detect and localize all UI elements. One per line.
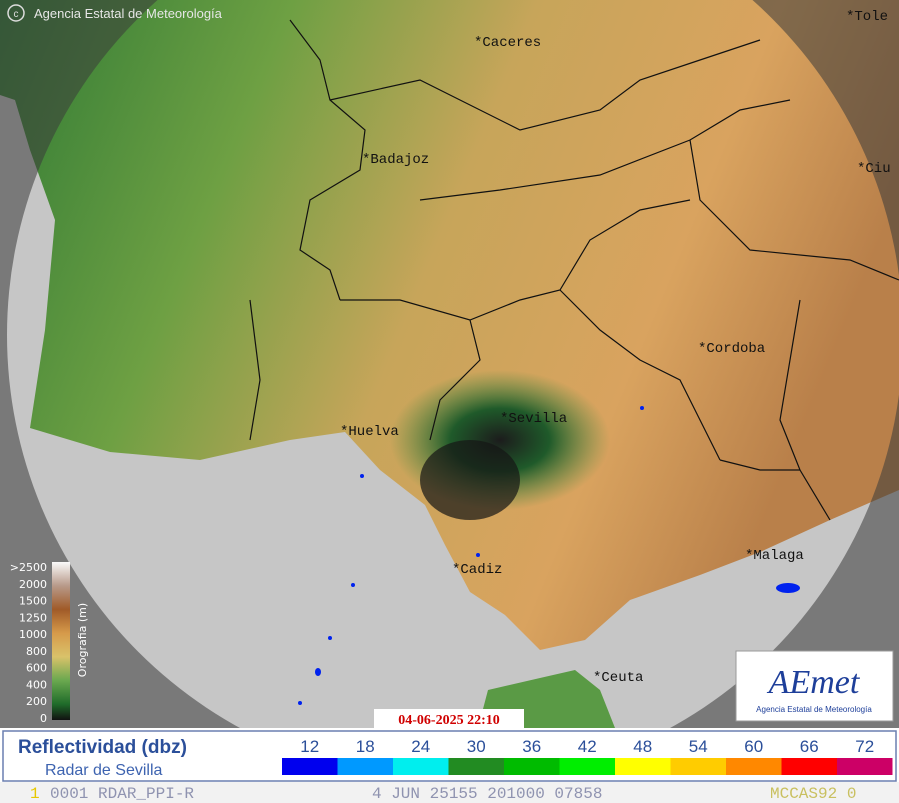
legend-swatch — [837, 758, 893, 775]
legend-swatch — [448, 758, 504, 775]
city-label: *Huelva — [340, 424, 399, 440]
legend-subtitle: Radar de Sevilla — [45, 762, 163, 779]
city-label: *Sevilla — [500, 411, 567, 427]
legend-level: 12 — [300, 737, 319, 756]
city-label: *Tole — [846, 9, 888, 25]
footer-item: MCCAS92 0 — [770, 785, 856, 803]
orography-level: 1000 — [19, 628, 47, 641]
legend-level: 48 — [633, 737, 652, 756]
city-label: *Ciu — [857, 161, 891, 177]
orography-level: 600 — [26, 662, 47, 675]
orography-level: 2000 — [19, 578, 47, 591]
legend-swatch — [337, 758, 393, 775]
copyright-icon — [7, 4, 25, 22]
city-label: *Badajoz — [362, 152, 429, 168]
city-label: *Cordoba — [698, 341, 765, 357]
orography-level: 400 — [26, 678, 47, 691]
legend-level: 36 — [522, 737, 541, 756]
orography-title: Orografia (m) — [76, 603, 89, 677]
orography-bar — [52, 562, 70, 720]
legend-level: 60 — [744, 737, 763, 756]
city-label: *Cadiz — [452, 562, 502, 578]
orography-level: 1250 — [19, 611, 47, 624]
legend-level: 30 — [467, 737, 486, 756]
footer-item: 0001 RDAR_PPI-R — [50, 785, 194, 803]
orography-level: 800 — [26, 645, 47, 658]
legend-title: Reflectividad (dbz) — [18, 737, 187, 758]
city-label: *Caceres — [474, 35, 541, 51]
logo-box — [735, 650, 894, 722]
radar-echoes — [298, 406, 800, 705]
borders — [249, 19, 899, 521]
legend-swatch — [393, 758, 449, 775]
orography-level: >2500 — [10, 561, 47, 574]
copyright-c: c — [14, 9, 19, 20]
footer-item: 1 — [30, 785, 40, 803]
legend-level: 66 — [800, 737, 819, 756]
orography-level: 1500 — [19, 595, 47, 608]
city-label: *Malaga — [745, 548, 804, 564]
marsh — [420, 440, 520, 520]
agency-header: Agencia Estatal de Meteorología — [34, 6, 223, 21]
timestamp: 04-06-2025 22:10 — [398, 713, 500, 728]
logo-subtitle: Agencia Estatal de Meteorología — [756, 705, 872, 714]
legend-level: 72 — [855, 737, 874, 756]
legend-level: 24 — [411, 737, 430, 756]
footer: 1 0001 RDAR_PPI-R 4 JUN 25155 201000 07858… — [30, 785, 856, 803]
legend-level: 42 — [578, 737, 597, 756]
legend-swatch — [504, 758, 560, 775]
legend-swatch — [615, 758, 671, 775]
land — [0, 0, 899, 650]
orography-level: 0 — [40, 712, 47, 725]
timestamp-box — [374, 709, 524, 728]
legend-swatch — [559, 758, 615, 775]
legend-levels: 12 18 24 30 36 42 48 54 60 66 72 — [282, 737, 893, 775]
orography-level: 200 — [26, 695, 47, 708]
legend-swatch — [670, 758, 726, 775]
city-label: *Ceuta — [593, 670, 643, 686]
footer-bar — [0, 782, 899, 803]
legend-level: 54 — [689, 737, 708, 756]
legend-swatch — [726, 758, 782, 775]
logo-name: AEmet — [767, 664, 861, 701]
footer-item: 4 JUN 25155 201000 07858 — [372, 785, 602, 803]
legend-swatch — [781, 758, 837, 775]
legend-level: 18 — [356, 737, 375, 756]
legend-swatch — [282, 758, 338, 775]
